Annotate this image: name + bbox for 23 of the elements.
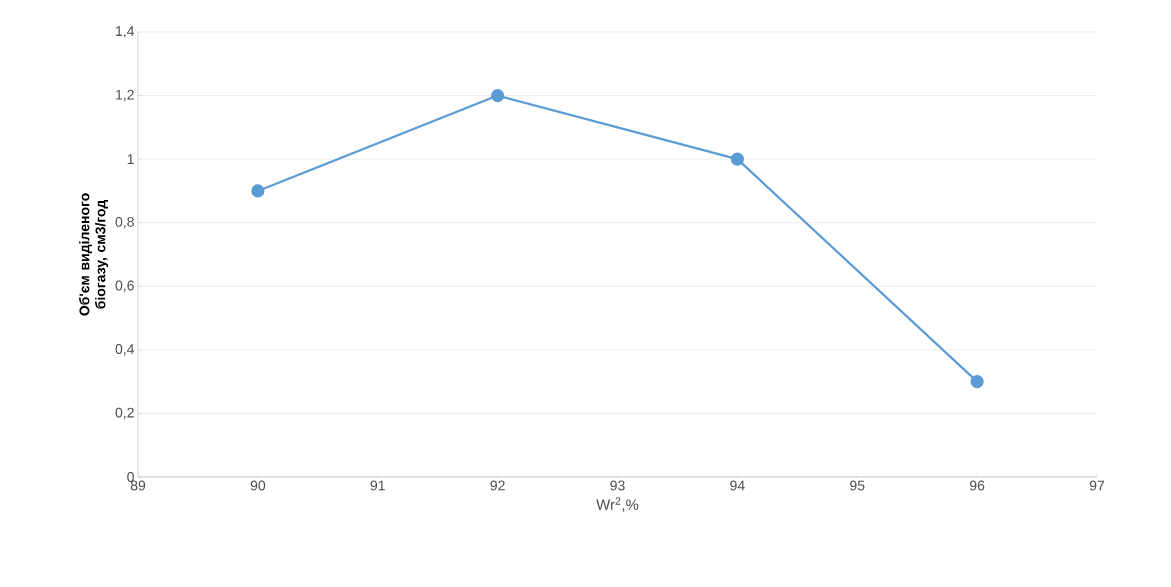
- x-tick-label: 92: [490, 480, 505, 491]
- y-tick-label: 1,2: [116, 89, 134, 102]
- y-tick-label: 0,2: [115, 407, 134, 420]
- x-axis-title: Wr$^{2}$,%: [596, 497, 639, 512]
- x-tick-label: 97: [1089, 480, 1105, 491]
- y-tick-label: 0,4: [115, 344, 135, 356]
- y-tick-label: 0: [127, 472, 134, 482]
- y-tick-label: 0,6: [115, 280, 134, 293]
- x-tick-label: 90: [250, 480, 266, 491]
- point: [251, 184, 265, 198]
- point: [730, 152, 744, 166]
- y-tick-label: 1,4: [116, 26, 135, 38]
- x-tick-label: 96: [970, 480, 985, 491]
- x-tick-label: 91: [370, 480, 385, 491]
- y-axis-title: Об'єм виділеного біогазу, см3/год: [78, 193, 109, 316]
- point: [491, 88, 505, 103]
- x-tick-label: 95: [850, 480, 865, 491]
- x-tick-label: 93: [610, 480, 625, 491]
- y-tick-label: 1: [127, 154, 134, 164]
- x-tick-label: 94: [730, 480, 745, 491]
- point: [970, 375, 984, 389]
- x-tick-label: 89: [130, 480, 146, 491]
- y-tick-label: 0,8: [115, 216, 134, 229]
